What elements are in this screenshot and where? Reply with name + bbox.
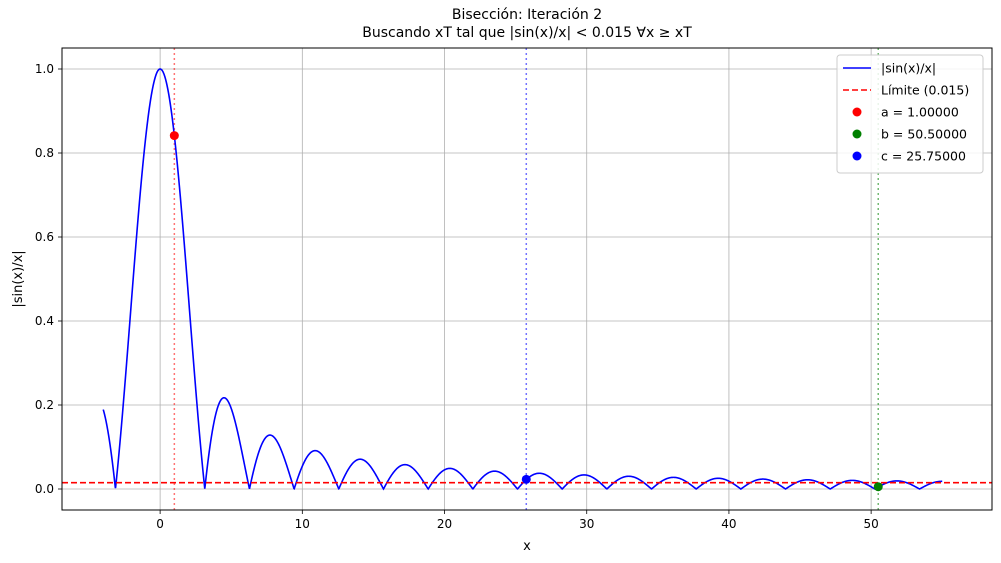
plot-frame [61, 47, 993, 511]
data-point [873, 482, 883, 492]
legend-dot-swatch [852, 107, 862, 117]
y-tick-label: 0.4 [35, 314, 54, 328]
legend-label: b = 50.50000 [881, 127, 967, 142]
legend-label: c = 25.75000 [881, 149, 966, 164]
x-tick-label: 20 [437, 517, 452, 531]
axis-ticks: 0 10 20 30 40 50 0.0 0.2 0.4 0.6 0.8 1.0 [35, 62, 879, 531]
x-tick-label: 30 [579, 517, 594, 531]
chart-subtitle: Buscando xT tal que |sin(x)/x| < 0.015 ∀… [362, 25, 692, 41]
legend: |sin(x)/x| Límite (0.015) a = 1.00000 b = 5… [836, 54, 984, 174]
x-tick-label: 40 [721, 517, 736, 531]
legend-label: a = 1.00000 [881, 105, 959, 120]
y-tick-label: 0.0 [35, 482, 54, 496]
curve-series [102, 68, 943, 491]
data-point [521, 474, 531, 484]
y-axis-label: |sin(x)/x| [11, 250, 26, 307]
x-tick-label: 50 [863, 517, 878, 531]
data-point [169, 131, 179, 141]
y-tick-label: 1.0 [35, 62, 54, 76]
chart-title: Bisección: Iteración 2 [451, 7, 603, 23]
x-axis-label: x [523, 539, 531, 554]
x-tick-label: 10 [295, 517, 310, 531]
legend-box [836, 54, 984, 174]
x-tick-label: 0 [156, 517, 164, 531]
y-tick-label: 0.2 [35, 398, 54, 412]
y-tick-label: 0.8 [35, 146, 54, 160]
legend-dot-swatch [852, 151, 862, 161]
legend-label: Límite (0.015) [881, 83, 969, 98]
y-tick-label: 0.6 [35, 230, 54, 244]
legend-label: |sin(x)/x| [881, 61, 936, 76]
legend-dot-swatch [852, 129, 862, 139]
